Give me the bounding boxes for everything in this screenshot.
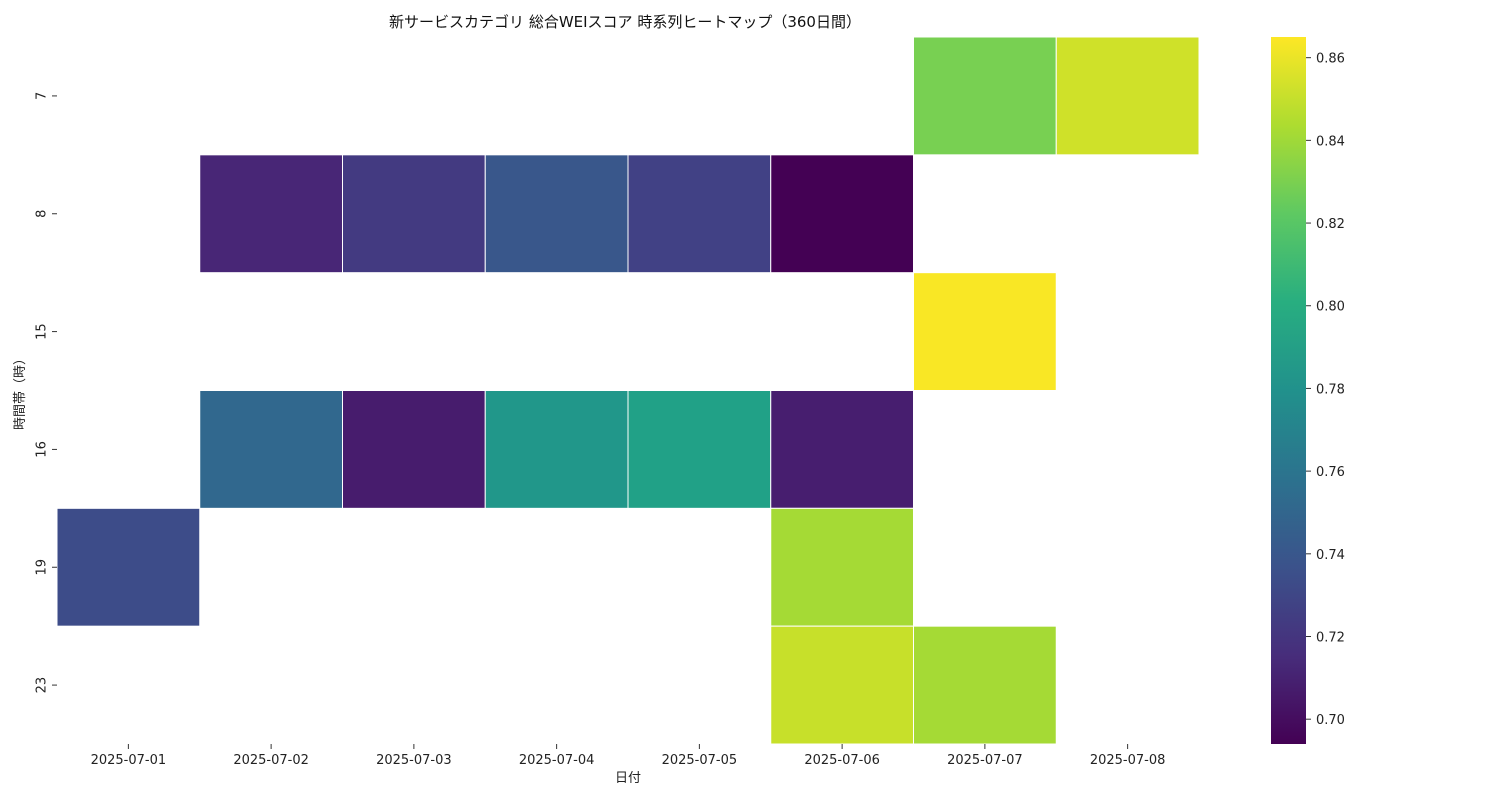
heatmap-cell <box>913 36 1057 156</box>
heatmap-cell <box>913 272 1057 391</box>
colorbar-tick-label: 0.74 <box>1316 548 1345 563</box>
x-tick-label: 2025-07-08 <box>1090 753 1166 768</box>
x-axis-label: 日付 <box>615 771 641 786</box>
y-tick-label: 8 <box>35 210 50 218</box>
x-axis-ticks: 2025-07-01 2025-07-02 2025-07-03 2025-07-04… <box>91 744 1166 768</box>
heatmap-cell <box>913 625 1057 745</box>
y-tick-label: 15 <box>35 323 50 340</box>
heatmap-cell <box>56 507 201 627</box>
x-tick-label: 2025-07-04 <box>519 753 595 768</box>
heatmap-cell <box>199 154 343 274</box>
heatmap-cell <box>770 154 914 274</box>
heatmap-cell <box>484 390 629 509</box>
x-tick-label: 2025-07-07 <box>947 753 1023 768</box>
colorbar-tick-label: 0.72 <box>1316 631 1345 646</box>
y-axis-ticks: 7 8 15 16 19 23 <box>35 92 57 694</box>
heatmap-cell <box>770 390 914 509</box>
colorbar-tick-label: 0.76 <box>1316 465 1345 480</box>
y-tick-label: 16 <box>35 441 50 458</box>
x-tick-label: 2025-07-02 <box>233 753 309 768</box>
heatmap-cell <box>342 390 486 509</box>
heatmap-cell <box>627 390 772 509</box>
x-tick-label: 2025-07-01 <box>91 753 167 768</box>
heatmap-cell <box>342 154 486 274</box>
heatmap-cell <box>1055 36 1200 156</box>
x-tick-label: 2025-07-03 <box>376 753 452 768</box>
colorbar <box>1271 37 1306 744</box>
colorbar-ticks: 0.70 0.72 0.74 0.76 0.78 0.80 0.82 0.84 0.86 <box>1306 52 1345 728</box>
colorbar-tick-label: 0.86 <box>1316 52 1345 67</box>
colorbar-tick-label: 0.78 <box>1316 382 1345 397</box>
x-tick-label: 2025-07-05 <box>662 753 738 768</box>
x-tick-label: 2025-07-06 <box>804 753 880 768</box>
heatmap-cell <box>770 625 914 745</box>
heatmap-cells <box>56 36 1200 745</box>
y-tick-label: 19 <box>35 559 50 576</box>
heatmap-cell <box>484 154 629 274</box>
y-axis-label: 時間帯（時） <box>13 352 28 430</box>
y-tick-label: 23 <box>35 677 50 694</box>
colorbar-tick-label: 0.80 <box>1316 300 1345 315</box>
chart-title: 新サービスカテゴリ 総合WEIスコア 時系列ヒートマップ（360日間） <box>389 13 861 31</box>
heatmap-cell <box>770 507 914 627</box>
y-tick-label: 7 <box>35 92 50 100</box>
colorbar-tick-label: 0.82 <box>1316 217 1345 232</box>
heatmap-cell <box>199 390 343 509</box>
colorbar-tick-label: 0.70 <box>1316 713 1345 728</box>
heatmap-cell <box>627 154 772 274</box>
colorbar-tick-label: 0.84 <box>1316 134 1345 149</box>
